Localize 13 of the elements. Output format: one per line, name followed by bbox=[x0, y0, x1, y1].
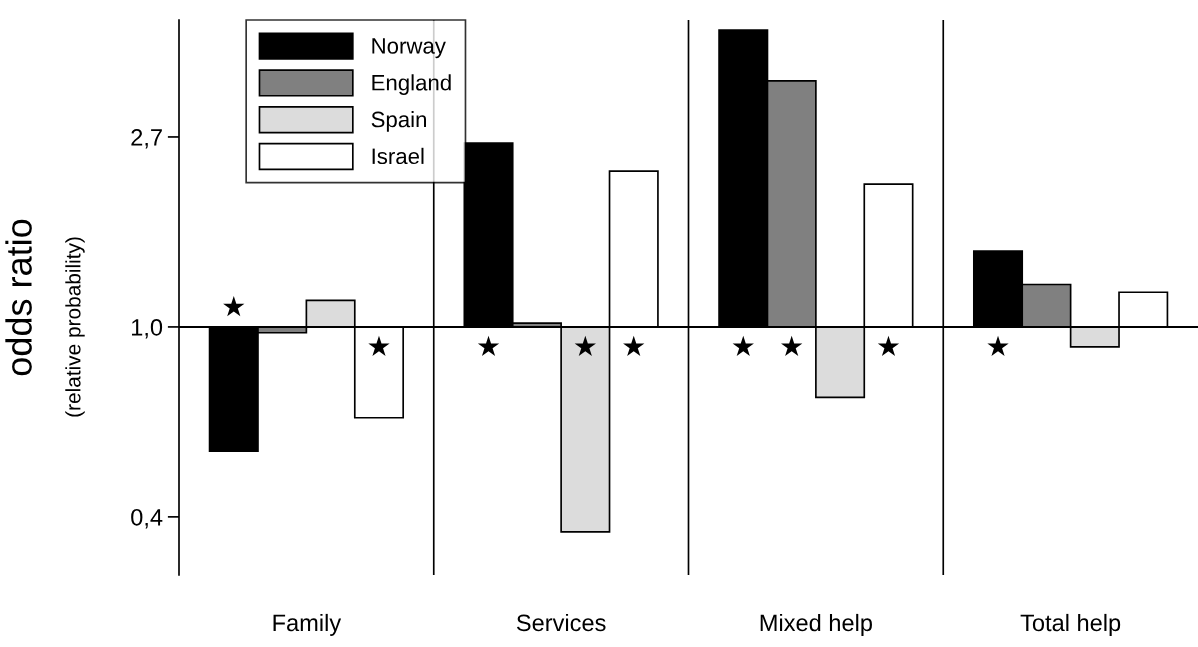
y-tick-label: 1,0 bbox=[132, 319, 163, 339]
legend-label: England bbox=[372, 74, 451, 95]
x-tick-label: Mixed help bbox=[760, 613, 872, 636]
x-tick-label: Services bbox=[516, 613, 606, 632]
x-tick-label: Total help bbox=[1020, 613, 1121, 636]
y-tick-label: 2,7 bbox=[131, 129, 162, 149]
legend-label: Israel bbox=[372, 147, 424, 165]
text: (relative probability) bbox=[65, 237, 85, 417]
legend-label: Norway bbox=[372, 38, 446, 59]
x-tick-label: Family bbox=[273, 613, 342, 636]
legend-label: Spain bbox=[371, 111, 426, 132]
y-axis-title: odds ratio bbox=[5, 219, 32, 376]
y-tick-label: 0,4 bbox=[131, 508, 163, 529]
